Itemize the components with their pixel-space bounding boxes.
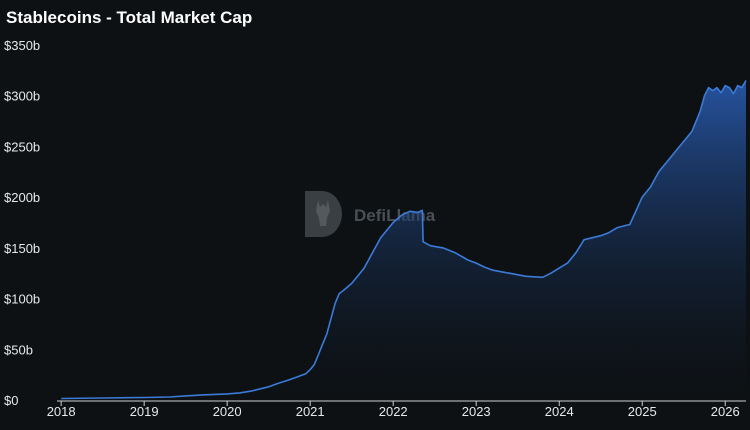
x-tick-label: 2022: [379, 404, 408, 419]
chart-title: Stablecoins - Total Market Cap: [6, 8, 253, 27]
x-tick-label: 2025: [628, 404, 657, 419]
x-tick-label: 2018: [47, 404, 76, 419]
x-tick-label: 2026: [711, 404, 740, 419]
x-tick-label: 2023: [462, 404, 491, 419]
y-tick-label: $300b: [4, 89, 40, 104]
y-tick-label: $100b: [4, 292, 40, 307]
series-line: [61, 80, 747, 400]
y-tick-label: $350b: [4, 38, 40, 53]
series-area-fill: [61, 80, 746, 400]
plot-area: [61, 80, 747, 400]
x-tick-label: 2020: [213, 404, 242, 419]
y-tick-label: $50b: [4, 342, 33, 357]
x-tick-label: 2019: [130, 404, 159, 419]
x-tick-label: 2021: [296, 404, 325, 419]
y-tick-label: $150b: [4, 241, 40, 256]
llama-head-icon: [316, 200, 330, 226]
x-axis: 2018 2019 2020 2021 2022 2023 2024 2025 2026: [47, 400, 746, 419]
y-tick-label: $250b: [4, 139, 40, 154]
y-tick-label: $200b: [4, 190, 40, 205]
y-tick-label: $0: [4, 393, 18, 408]
x-tick-label: 2024: [545, 404, 574, 419]
y-axis: $0 $50b $100b $150b $200b $250b $300b $350b: [4, 38, 40, 408]
